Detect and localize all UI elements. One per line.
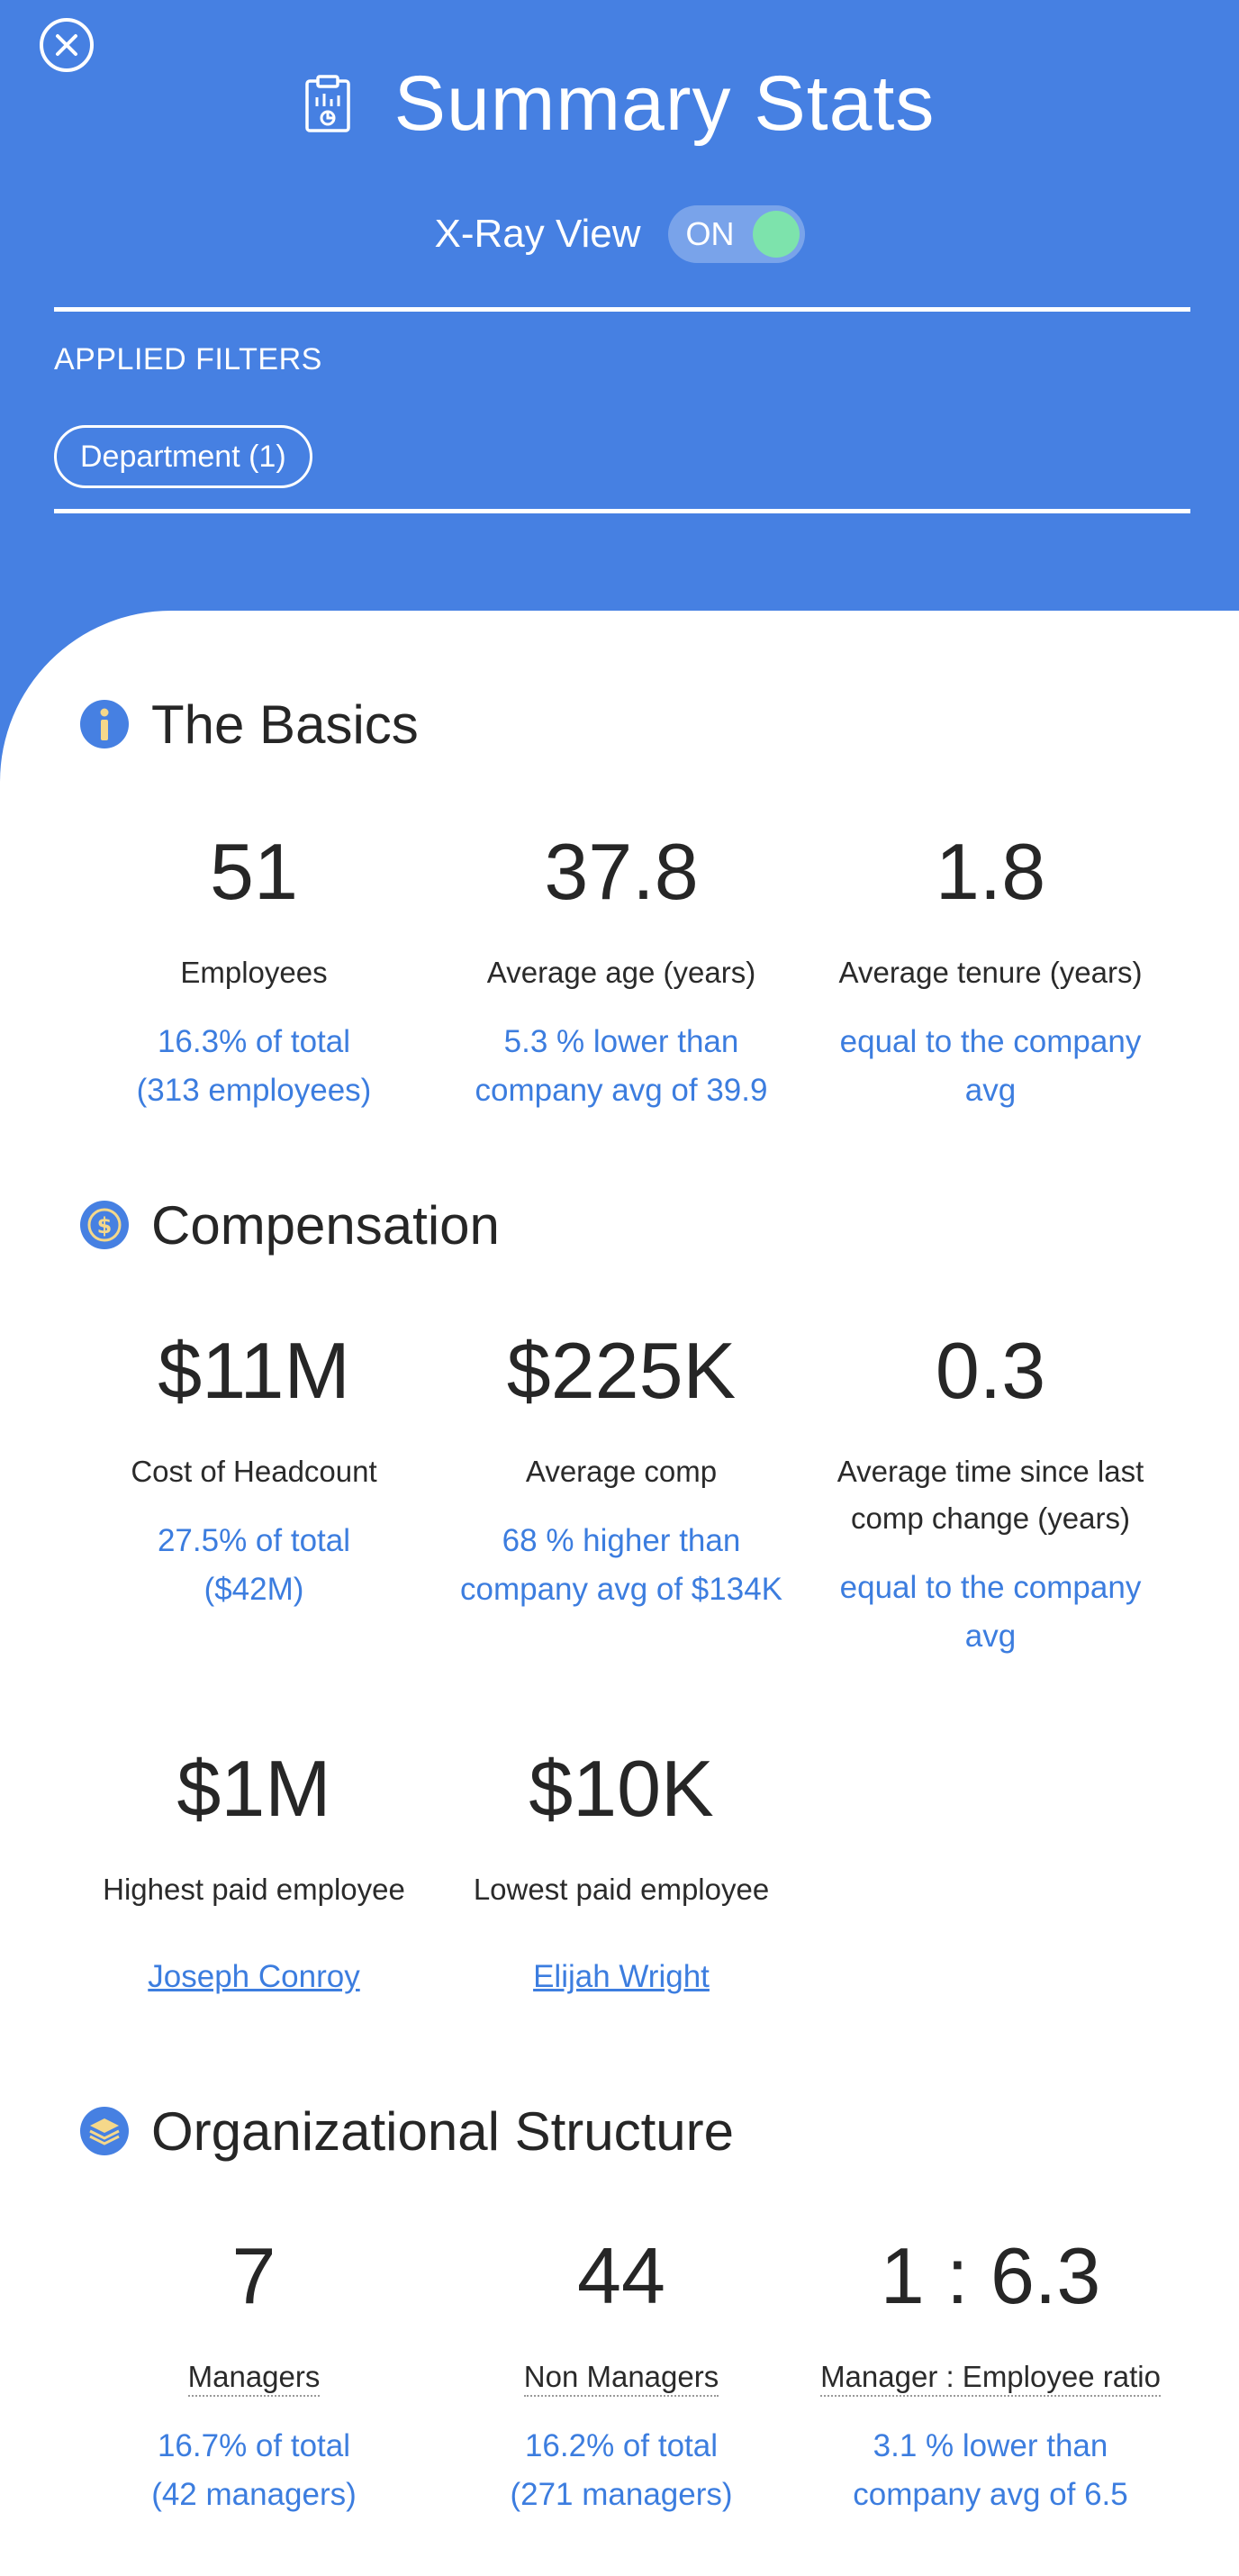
stat-note-line: 68 % higher than <box>502 1523 741 1558</box>
stat-note-line: company avg of $134K <box>459 1572 782 1607</box>
stat-note: equal to the company avg <box>810 1018 1171 1115</box>
xray-toggle[interactable]: ON <box>667 205 805 263</box>
section-basics-header: The Basics <box>79 688 419 760</box>
stat-label: Lowest paid employee <box>473 1873 770 1906</box>
stat-label[interactable]: Managers <box>74 2354 434 2400</box>
title-row: Summary Stats <box>0 54 1239 153</box>
stat-label: Average comp <box>525 1455 718 1488</box>
highest-paid-employee-link[interactable]: Joseph Conroy <box>148 1959 360 1994</box>
stat-manager-ratio: 1 : 6.3 Manager : Employee ratio 3.1 % l… <box>810 2231 1171 2519</box>
stat-highest-paid: $1M Highest paid employee Joseph Conroy <box>74 1744 434 2001</box>
stats-content <box>0 611 1239 2576</box>
stat-value: 51 <box>210 827 298 916</box>
section-title: Organizational Structure <box>151 2100 734 2162</box>
stat-value: 1.8 <box>935 827 1046 916</box>
stat-note: 5.3 % lower than company avg of 39.9 <box>441 1018 801 1115</box>
stat-note: 16.7% of total (42 managers) <box>74 2422 434 2519</box>
lowest-paid-employee-link[interactable]: Elijah Wright <box>533 1959 710 1994</box>
svg-text:$: $ <box>97 1213 113 1238</box>
stat-note-line: company avg of 39.9 <box>475 1073 768 1108</box>
stat-employees: 51 Employees 16.3% of total (313 employe… <box>74 827 434 1115</box>
stat-label: Average tenure (years) <box>838 956 1143 989</box>
xray-view-label: X-Ray View <box>434 212 641 256</box>
stat-label: Employees <box>180 956 328 989</box>
stat-note-line: avg <box>964 1619 1017 1654</box>
stat-average-age: 37.8 Average age (years) 5.3 % lower tha… <box>441 827 801 1115</box>
stat-managers: 7 Managers 16.7% of total (42 managers) <box>74 2231 434 2519</box>
stat-lowest-paid: $10K Lowest paid employee Elijah Wright <box>441 1744 801 2001</box>
stat-label-text: Manager : Employee ratio <box>820 2360 1161 2397</box>
clipboard-chart-icon <box>304 75 350 132</box>
stat-label-line: Average time since last <box>837 1455 1144 1488</box>
stat-label-line: comp change (years) <box>851 1501 1130 1535</box>
stat-label-text: Managers <box>187 2360 321 2397</box>
stat-note-line: company avg of 6.5 <box>853 2477 1128 2512</box>
stat-label[interactable]: Non Managers <box>441 2354 801 2400</box>
stat-note-line: (271 managers) <box>510 2477 733 2512</box>
stat-note-line: (42 managers) <box>151 2477 357 2512</box>
stat-average-comp: $225K Average comp 68 % higher than comp… <box>441 1326 801 1614</box>
applied-filters-label: APPLIED FILTERS <box>54 342 322 376</box>
stat-time-since-comp-change: 0.3 Average time since last comp change … <box>810 1326 1171 1661</box>
info-icon <box>80 700 129 748</box>
stat-note-line: ($42M) <box>203 1572 304 1607</box>
page-title: Summary Stats <box>393 59 936 147</box>
section-title: The Basics <box>151 694 419 755</box>
stat-note-line: 16.3% of total <box>157 1024 351 1059</box>
stat-note: 16.2% of total (271 managers) <box>441 2422 801 2519</box>
stat-label-text: Non Managers <box>523 2360 719 2397</box>
close-button[interactable] <box>40 18 94 72</box>
stat-value: $10K <box>529 1744 714 1833</box>
section-org-header: Organizational Structure <box>79 2095 734 2167</box>
section-title: Compensation <box>151 1194 500 1256</box>
dollar-coin-icon: $ <box>80 1201 129 1249</box>
close-icon <box>56 34 77 56</box>
stat-average-tenure: 1.8 Average tenure (years) equal to the … <box>810 827 1171 1115</box>
stat-note: equal to the company avg <box>810 1564 1171 1661</box>
toggle-state-label: ON <box>685 215 735 252</box>
stat-note: 16.3% of total (313 employees) <box>74 1018 434 1115</box>
stat-note: 3.1 % lower than company avg of 6.5 <box>810 2422 1171 2519</box>
stat-note-line: 16.7% of total <box>157 2428 351 2463</box>
stat-note: 68 % higher than company avg of $134K <box>441 1517 801 1614</box>
stat-value: 44 <box>577 2231 665 2320</box>
stat-note-line: equal to the company <box>839 1024 1142 1059</box>
stat-note-line: 16.2% of total <box>524 2428 719 2463</box>
stat-label: Average age (years) <box>486 956 756 989</box>
stat-note: 27.5% of total ($42M) <box>74 1517 434 1614</box>
stat-label: Average time since last comp change (yea… <box>810 1448 1171 1542</box>
xray-row: X-Ray View ON <box>0 198 1239 270</box>
stat-non-managers: 44 Non Managers 16.2% of total (271 mana… <box>441 2231 801 2519</box>
stat-label: Highest paid employee <box>103 1873 405 1906</box>
stat-value: $11M <box>158 1326 350 1415</box>
stat-note-line: 5.3 % lower than <box>503 1024 739 1059</box>
stat-cost-of-headcount: $11M Cost of Headcount 27.5% of total ($… <box>74 1326 434 1614</box>
stat-note-line: 3.1 % lower than <box>873 2428 1108 2463</box>
stat-note-line: equal to the company <box>839 1570 1142 1605</box>
stat-label: Cost of Headcount <box>131 1455 377 1488</box>
stat-value: 1 : 6.3 <box>880 2231 1101 2320</box>
divider-bottom <box>54 509 1190 513</box>
layers-icon <box>80 2107 129 2155</box>
stat-value: 7 <box>231 2231 276 2320</box>
stat-value: 0.3 <box>935 1326 1046 1415</box>
stat-label[interactable]: Manager : Employee ratio <box>810 2354 1171 2400</box>
stat-note-line: (313 employees) <box>136 1073 372 1108</box>
stat-value: $225K <box>506 1326 737 1415</box>
section-compensation-header: $ Compensation <box>79 1189 500 1261</box>
filter-chip-department[interactable]: Department (1) <box>54 425 312 488</box>
divider-top <box>54 307 1190 312</box>
stat-note-line: avg <box>964 1073 1017 1108</box>
stat-value: 37.8 <box>544 827 699 916</box>
toggle-knob <box>752 211 800 258</box>
stat-value: $1M <box>176 1744 331 1833</box>
stat-note-line: 27.5% of total <box>157 1523 351 1558</box>
